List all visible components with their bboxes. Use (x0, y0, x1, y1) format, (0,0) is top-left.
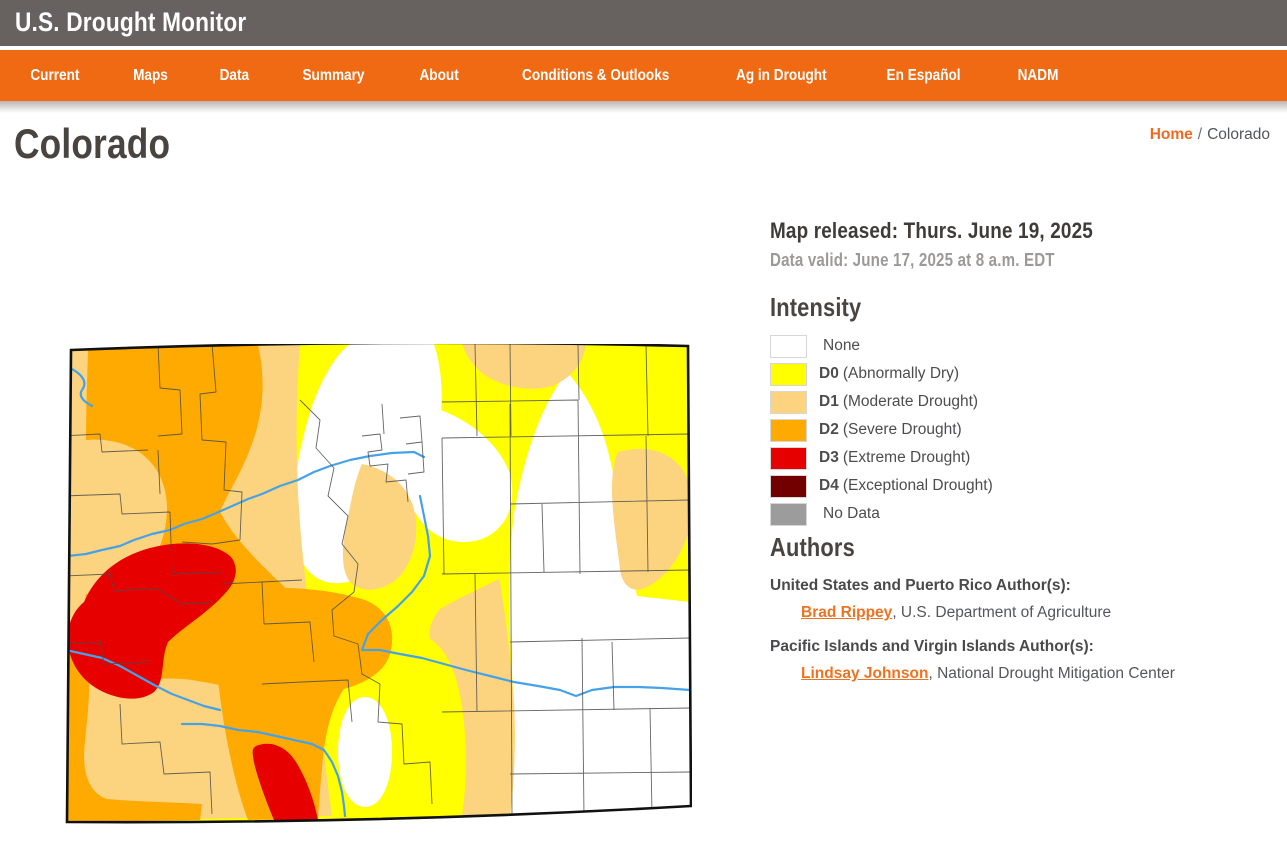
legend-swatch-none (770, 334, 807, 358)
nav-item-en-espanol[interactable]: En Español (887, 66, 962, 84)
colorado-drought-map (62, 341, 693, 834)
nav-item-about[interactable]: About (419, 66, 460, 84)
legend-swatch-nodata (770, 502, 807, 526)
legend-swatch-d0 (770, 362, 807, 386)
state-border (65, 341, 693, 824)
author-link-lindsay-johnson[interactable]: Lindsay Johnson (801, 665, 929, 682)
legend-row-d4: D4 (Exceptional Drought) (770, 472, 1275, 500)
river-lines (67, 366, 691, 818)
legend-swatch-d3 (770, 446, 807, 470)
breadcrumb-current: Colorado (1207, 126, 1270, 143)
author-group-heading: Pacific Islands and Virgin Islands Autho… (770, 638, 1094, 655)
site-title: U.S. Drought Monitor (15, 7, 247, 37)
legend-row-d1: D1 (Moderate Drought) (770, 388, 1275, 416)
map-info-panel: Map released: Thurs. June 19, 2025 Data … (770, 218, 1275, 699)
legend-row-nodata: No Data (770, 500, 1275, 528)
author-affiliation: , U.S. Department of Agriculture (892, 604, 1112, 621)
legend-swatch-d1 (770, 390, 807, 414)
nav-item-current[interactable]: Current (30, 66, 80, 84)
intensity-heading: Intensity (770, 292, 862, 322)
nav-item-maps[interactable]: Maps (132, 66, 168, 84)
nav-item-conditions-outlooks[interactable]: Conditions & Outlooks (521, 66, 669, 84)
legend-row-none: None (770, 332, 1275, 360)
authors-heading: Authors (770, 532, 855, 562)
legend-row-d2: D2 (Severe Drought) (770, 416, 1275, 444)
author-group-heading: United States and Puerto Rico Author(s): (770, 577, 1071, 594)
main-nav: Current Maps Data Summary About Conditio… (0, 50, 1287, 101)
legend-row-d0: D0 (Abnormally Dry) (770, 360, 1275, 388)
breadcrumb-home-link[interactable]: Home (1149, 126, 1193, 143)
nav-item-data[interactable]: Data (219, 66, 249, 84)
site-header: U.S. Drought Monitor (0, 0, 1287, 46)
map-released-date: Map released: Thurs. June 19, 2025 (770, 218, 1093, 243)
breadcrumb: Home / Colorado (1150, 126, 1270, 144)
intensity-legend: None D0 (Abnormally Dry) D1 (Moderate Drou… (770, 332, 1275, 528)
page-title: Colorado (14, 120, 171, 167)
county-lines (67, 343, 691, 817)
legend-row-d3: D3 (Extreme Drought) (770, 444, 1275, 472)
nav-shadow (0, 101, 1287, 113)
author-group-us: United States and Puerto Rico Author(s):… (770, 577, 1275, 622)
drought-regions (67, 344, 691, 823)
author-group-pacific: Pacific Islands and Virgin Islands Autho… (770, 638, 1275, 683)
nav-item-nadm[interactable]: NADM (1017, 66, 1058, 84)
data-valid-date: Data valid: June 17, 2025 at 8 a.m. EDT (770, 250, 1055, 270)
nav-item-summary[interactable]: Summary (302, 66, 365, 84)
author-link-brad-rippey[interactable]: Brad Rippey (801, 604, 893, 621)
nav-item-ag-in-drought[interactable]: Ag in Drought (735, 66, 827, 84)
legend-swatch-d4 (770, 474, 807, 498)
legend-swatch-d2 (770, 418, 807, 442)
author-affiliation: , National Drought Mitigation Center (928, 665, 1175, 682)
breadcrumb-separator: / (1197, 126, 1203, 143)
